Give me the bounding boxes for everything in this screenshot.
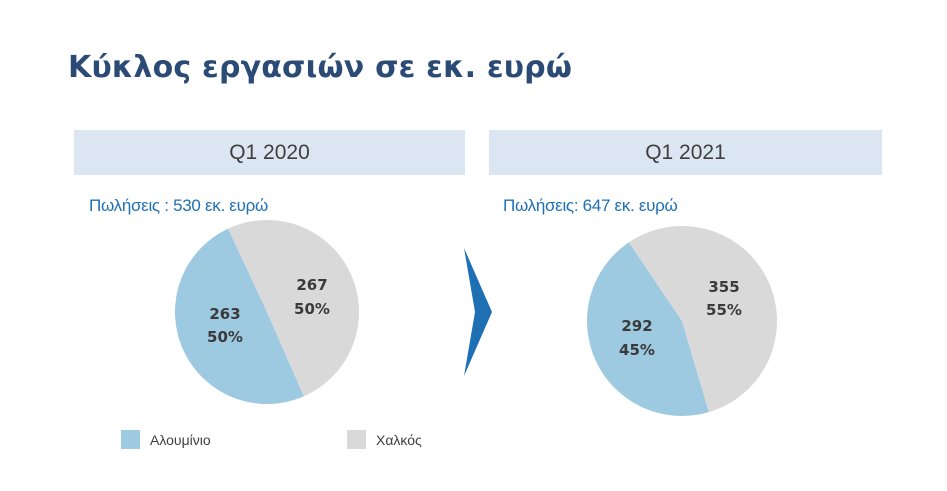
pie-slice-aluminium	[587, 242, 709, 416]
legend-item-aluminium: Αλουμίνιο	[121, 430, 211, 449]
panel-header-q1-2021: Q1 2021	[489, 130, 882, 175]
slice-percent-label-aluminium: 45%	[619, 341, 655, 359]
pie-chart-q1-2020: 263 50% 267 50%	[174, 220, 359, 405]
pie-slice-aluminium	[174, 228, 304, 405]
panel-header-q1-2020: Q1 2020	[74, 130, 465, 175]
pie-slice-copper	[628, 226, 777, 413]
legend-label-copper: Χαλκός	[376, 431, 422, 448]
pie-slice-copper	[228, 220, 359, 397]
chevron-right-icon	[464, 248, 492, 376]
slice-value-label-aluminium: 292	[621, 317, 652, 335]
slice-value-label-copper: 355	[708, 278, 739, 296]
slice-percent-label-copper: 55%	[706, 301, 742, 319]
pie-chart-q1-2021: 292 45% 355 55%	[587, 226, 777, 416]
legend-label-aluminium: Αλουμίνιο	[150, 431, 211, 448]
slice-value-label-copper: 267	[296, 276, 327, 294]
legend-item-copper: Χαλκός	[347, 430, 422, 449]
sales-label-q1-2020: Πωλήσεις : 530 εκ. ευρώ	[89, 196, 268, 215]
legend-swatch-aluminium	[121, 430, 140, 449]
slice-percent-label-aluminium: 50%	[207, 328, 243, 346]
sales-label-q1-2021: Πωλήσεις: 647 εκ. ευρώ	[503, 196, 678, 215]
slice-percent-label-copper: 50%	[294, 300, 330, 318]
legend-swatch-copper	[347, 430, 366, 449]
slice-value-label-aluminium: 263	[209, 305, 240, 323]
page-title: Κύκλος εργασιών σε εκ. ευρώ	[68, 50, 573, 85]
